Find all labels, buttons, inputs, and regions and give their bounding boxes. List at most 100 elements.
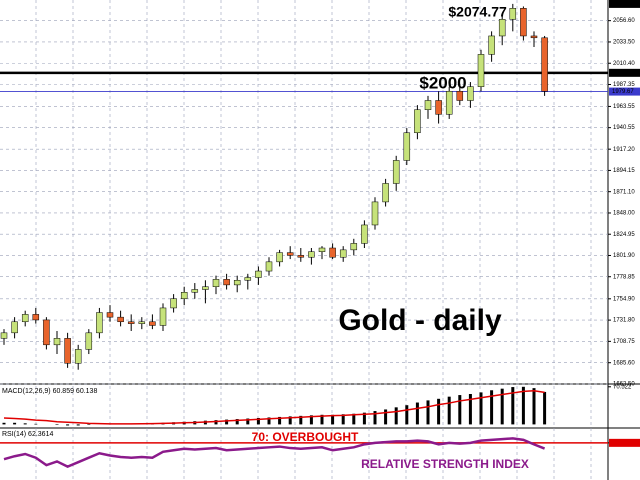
candle-body xyxy=(361,224,368,244)
reference-label: 70: OVERBOUGHT xyxy=(252,430,359,444)
candle-body xyxy=(467,86,474,101)
y-tick-label: 1801.90 xyxy=(613,253,635,259)
candle-body xyxy=(202,286,209,290)
candle-body xyxy=(127,321,135,324)
histogram-bar xyxy=(415,402,419,425)
histogram-bar xyxy=(341,414,345,425)
candle-body xyxy=(541,37,548,92)
price-label-box xyxy=(609,87,640,96)
histogram-bar xyxy=(87,424,91,425)
price-label-box xyxy=(609,0,640,8)
candle-body xyxy=(106,312,114,318)
price-label-box xyxy=(609,438,640,447)
candle-body xyxy=(0,332,8,339)
histogram-bar xyxy=(394,407,398,425)
price-label-box xyxy=(609,68,640,77)
candle-body xyxy=(223,279,230,286)
candle-body xyxy=(350,243,358,251)
histogram-bar xyxy=(468,394,472,425)
annotation: $2000 xyxy=(419,73,466,92)
panel-title: RSI(14) 62.3614 xyxy=(2,431,53,438)
candle-body xyxy=(435,100,442,115)
candle-body xyxy=(456,91,464,101)
histogram-bar xyxy=(362,412,366,425)
candle-body xyxy=(276,252,283,263)
candle-body xyxy=(43,319,50,346)
y-tick-label: 70.522 xyxy=(613,384,632,390)
histogram-bar xyxy=(34,423,38,425)
histogram-bar xyxy=(405,405,409,425)
candle-body xyxy=(265,261,273,272)
candle-body xyxy=(498,19,506,37)
candle-body xyxy=(477,54,485,87)
candle-body xyxy=(85,332,93,350)
candle-body xyxy=(530,35,538,39)
price-label: 1979.67 xyxy=(612,89,634,95)
histogram-bar xyxy=(309,415,313,425)
price-label: 2074.77 xyxy=(612,1,634,7)
histogram-bar xyxy=(532,388,536,425)
y-tick-label: 1731.80 xyxy=(613,318,635,324)
candle-body xyxy=(297,255,305,258)
panel-title: MACD(12,26,9) 60.859 60.138 xyxy=(2,388,97,395)
candle-body xyxy=(318,247,326,252)
candle-body xyxy=(424,100,432,110)
histogram-bar xyxy=(66,424,70,426)
y-tick-label: 1963.55 xyxy=(613,104,635,110)
histogram-bar xyxy=(437,398,441,425)
histogram-bar xyxy=(23,423,27,425)
histogram-bar xyxy=(384,409,388,425)
candle-body xyxy=(488,35,495,55)
histogram-bar xyxy=(246,418,250,425)
candle-body xyxy=(520,8,527,37)
histogram-bar xyxy=(320,414,324,425)
y-tick-label: 1987.35 xyxy=(613,82,635,88)
candle-body xyxy=(117,316,124,323)
candle-body xyxy=(339,249,347,258)
candle-body xyxy=(308,251,315,258)
candle-body xyxy=(286,252,294,256)
candle-body xyxy=(244,277,252,281)
annotation: $2074.77 xyxy=(448,4,507,20)
histogram-bar xyxy=(55,424,59,425)
candle-body xyxy=(403,132,411,161)
histogram-bar xyxy=(373,411,377,425)
y-tick-label: 1662.50 xyxy=(613,382,635,388)
candle-body xyxy=(21,314,29,323)
histogram-bar xyxy=(458,395,462,425)
candle-body xyxy=(11,321,18,334)
histogram-bar xyxy=(490,390,494,425)
chart-title: Gold - daily xyxy=(338,304,502,337)
candle-body xyxy=(53,338,61,346)
histogram-bar xyxy=(267,417,271,425)
candle-body xyxy=(149,321,156,326)
histogram-bar xyxy=(500,388,504,425)
y-tick-label: 1940.55 xyxy=(613,125,635,131)
histogram-bar xyxy=(479,392,483,425)
candle-body xyxy=(371,201,379,226)
candle-body xyxy=(138,321,146,324)
price-label: 2000.00 xyxy=(612,70,634,76)
rsi-line xyxy=(3,437,546,469)
histogram-bar xyxy=(13,422,17,425)
histogram-bar xyxy=(521,386,525,425)
candle-body xyxy=(233,280,241,286)
histogram-bar xyxy=(225,419,229,425)
histogram-bar xyxy=(511,387,515,425)
y-tick-label: 1754.90 xyxy=(613,296,635,302)
histogram-bar xyxy=(256,418,260,425)
histogram-bar xyxy=(76,424,80,426)
candle-body xyxy=(255,270,262,278)
y-tick-label: 1871.10 xyxy=(613,189,635,195)
candle-body xyxy=(170,298,177,309)
candle-body xyxy=(64,338,71,364)
histogram-bar xyxy=(352,413,356,425)
candle-body xyxy=(509,8,517,20)
histogram-bar xyxy=(426,400,430,425)
candle-body xyxy=(329,247,336,258)
candle-body xyxy=(445,91,453,115)
y-tick-label: 1708.75 xyxy=(613,339,635,345)
candle-body xyxy=(392,160,400,184)
annotation: RELATIVE STRENGTH INDEX xyxy=(361,457,529,471)
